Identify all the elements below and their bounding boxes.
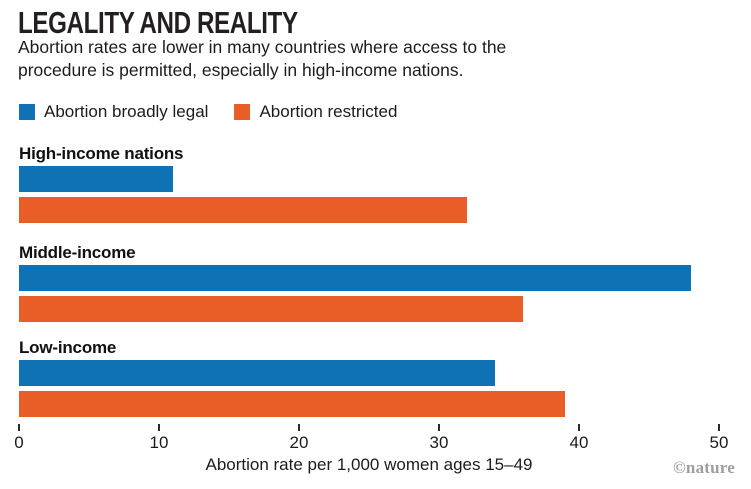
- category-label: Middle-income: [19, 243, 136, 262]
- chart-legend: Abortion broadly legal Abortion restrict…: [19, 102, 397, 122]
- bar: [19, 296, 523, 322]
- x-tick: [718, 424, 720, 431]
- legend-label-restricted: Abortion restricted: [259, 102, 398, 121]
- bar: [19, 265, 691, 291]
- legend-swatch-restricted-icon: [234, 104, 251, 120]
- chart-title: LEGALITY AND REALITY: [18, 5, 298, 40]
- legend-item-legal: Abortion broadly legal: [19, 102, 208, 122]
- x-tick-label: 0: [14, 433, 24, 452]
- x-tick: [438, 424, 440, 431]
- legend-label-legal: Abortion broadly legal: [44, 102, 209, 121]
- x-tick-label: 30: [429, 433, 449, 452]
- legend-item-restricted: Abortion restricted: [234, 102, 397, 122]
- x-axis-title: Abortion rate per 1,000 women ages 15–49: [205, 455, 533, 474]
- x-tick-label: 20: [289, 433, 309, 452]
- bar: [19, 360, 495, 386]
- x-tick: [18, 424, 20, 431]
- category-label: Low-income: [19, 338, 117, 357]
- x-tick: [298, 424, 300, 431]
- category-label: High-income nations: [19, 144, 184, 163]
- bar: [19, 166, 173, 192]
- chart-subtitle-line2: procedure is permitted, especially in hi…: [18, 59, 464, 80]
- x-tick: [158, 424, 160, 431]
- legend-swatch-legal-icon: [19, 104, 35, 120]
- x-tick-label: 40: [569, 433, 589, 452]
- x-tick-label: 50: [709, 433, 729, 452]
- bar: [19, 197, 467, 223]
- chart-subtitle-line1: Abortion rates are lower in many countri…: [18, 37, 507, 57]
- bar: [19, 391, 565, 417]
- chart-subtitle: Abortion rates are lower in many countri…: [18, 36, 506, 81]
- nature-credit: ©nature: [673, 458, 735, 477]
- x-tick: [578, 424, 580, 431]
- x-tick-label: 10: [149, 433, 169, 452]
